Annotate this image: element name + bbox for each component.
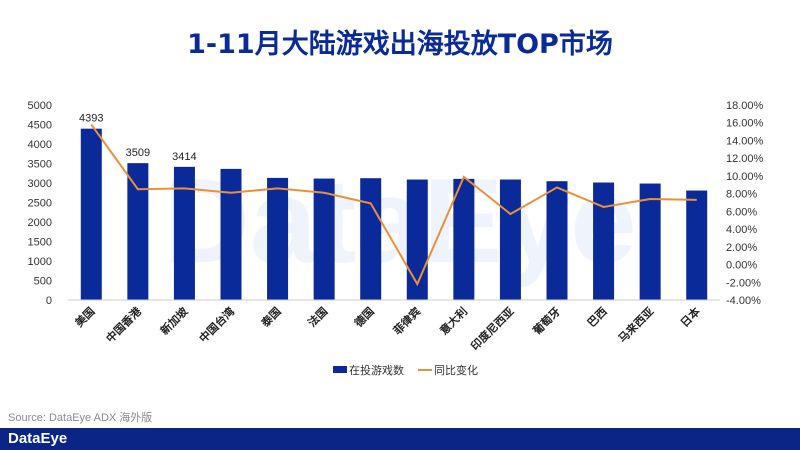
left-axis-tick: 4500 [28,120,52,132]
right-axis-tick: 6.00% [726,206,757,218]
chart-title: 1-11月大陆游戏出海投放TOP市场 [187,29,613,60]
right-axis-tick: -2.00% [726,277,761,289]
bar [267,177,289,300]
x-axis-tick: 美国 [72,304,97,329]
x-axis-tick: 德国 [351,304,377,330]
bar [173,166,195,300]
footer-bar: DataEye [0,428,800,450]
data-label: 3414 [172,151,196,163]
right-axis-tick: 10.00% [726,171,764,183]
bar [127,163,149,300]
right-axis-tick: 14.00% [726,135,764,147]
right-axis-tick: 0.00% [726,260,757,272]
line-series [90,123,697,287]
left-axis-tick: 2500 [28,198,52,210]
left-axis-tick: 2000 [28,217,52,229]
left-axis-tick: 3500 [28,159,52,171]
x-axis-tick: 巴西 [585,305,610,330]
right-axis-tick: 4.00% [726,224,757,236]
bar [593,182,615,300]
x-axis-tick: 葡萄牙 [529,304,563,338]
left-axis-tick: 1000 [28,256,52,268]
x-axis-tick: 法国 [305,304,330,329]
x-axis-tick: 日本 [677,304,702,329]
right-axis-tick: 16.00% [726,118,764,130]
right-axis-tick: 18.00% [726,100,764,112]
right-axis-tick: -4.00% [726,295,761,307]
left-axis-tick: 3000 [28,178,52,190]
bar [639,183,661,300]
x-axis-tick: 意大利 [437,304,470,337]
right-axis-tick: 8.00% [726,189,757,201]
x-axis-tick: 新加坡 [157,304,191,338]
bar [313,178,335,300]
legend-label: 在投游戏数 [349,363,404,377]
bar [499,179,521,300]
left-axis-tick: 4000 [28,139,52,151]
data-label: 3509 [126,147,150,159]
left-axis-tick: 5000 [28,100,52,112]
legend-swatch-bar [333,366,347,373]
bar [546,181,568,300]
x-axis-tick: 中国香港 [103,304,145,346]
x-axis-tick: 印度尼西亚 [468,304,517,353]
x-axis-tick: 中国台湾 [196,304,237,345]
bar [686,190,708,300]
data-label: 4393 [79,113,103,125]
footer-logo: DataEye [8,430,68,447]
left-axis-tick: 500 [34,276,52,288]
bar [80,128,102,300]
left-axis-tick: 1500 [28,237,52,249]
left-axis-tick: 0 [46,295,52,307]
source-note: Source: DataEye ADX 海外版 [8,412,153,424]
bar [360,178,382,300]
bar [220,168,242,300]
x-axis-tick: 泰国 [258,304,284,330]
bar [453,178,475,300]
right-axis-tick: 2.00% [726,242,757,254]
right-axis-tick: 12.00% [726,153,764,165]
x-axis-tick: 菲律宾 [390,304,423,337]
legend-label: 同比变化 [434,363,478,377]
x-axis-tick: 马来西亚 [615,304,656,345]
chart: DataEye050010001500200025003000350040004… [28,100,764,377]
